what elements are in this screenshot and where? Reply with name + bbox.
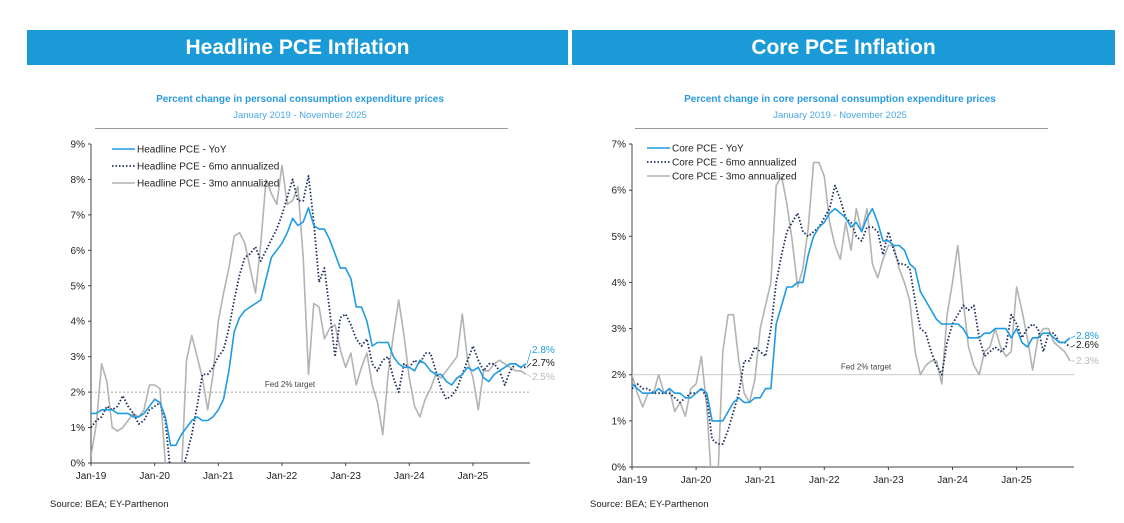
core-title-rule xyxy=(635,128,1048,129)
core-x-tick-label: Jan-19 xyxy=(617,475,648,486)
headline-x-tick-label: Jan-23 xyxy=(330,471,361,482)
headline-x-tick-label: Jan-21 xyxy=(203,471,234,482)
headline-banner: Headline PCE Inflation xyxy=(27,30,568,65)
core-legend-label-3mo: Core PCE - 3mo annualized xyxy=(672,172,797,183)
core-y-tick-label: 3% xyxy=(612,324,627,335)
headline-fed-target-label: Fed 2% target xyxy=(265,380,316,389)
headline-end-label-3mo: 2.5% xyxy=(532,372,555,383)
headline-x-tick-label: Jan-24 xyxy=(394,471,425,482)
headline-x-tick-label: Jan-19 xyxy=(76,471,107,482)
headline-legend-label-3mo: Headline PCE - 3mo annualized xyxy=(137,179,279,190)
headline-y-tick-label: 0% xyxy=(71,459,86,470)
core-end-label-6mo: 2.6% xyxy=(1076,340,1099,351)
headline-series-3mo-line xyxy=(91,164,527,463)
headline-x-tick-label: Jan-22 xyxy=(267,471,298,482)
core-legend-label-yoy: Core PCE - YoY xyxy=(672,144,744,155)
headline-y-tick-label: 6% xyxy=(71,246,86,257)
headline-series-6mo-line xyxy=(91,174,526,463)
core-x-tick-label: Jan-24 xyxy=(937,475,968,486)
core-x-tick-label: Jan-22 xyxy=(809,475,840,486)
headline-end-label-6mo: 2.7% xyxy=(532,358,555,369)
headline-end-label-leader-6mo xyxy=(526,362,532,368)
headline-series-yoy-line xyxy=(91,207,527,447)
core-chart-title: Percent change in core personal consumpt… xyxy=(684,94,996,105)
headline-source: Source: BEA; EY-Parthenon xyxy=(50,499,169,510)
core-legend-label-6mo: Core PCE - 6mo annualized xyxy=(672,158,797,169)
core-x-tick-label: Jan-21 xyxy=(745,475,776,486)
headline-y-tick-label: 7% xyxy=(71,210,86,221)
headline-chart-subtitle: January 2019 - November 2025 xyxy=(233,110,367,121)
core-y-tick-label: 2% xyxy=(612,370,627,381)
core-x-tick-label: Jan-20 xyxy=(681,475,712,486)
core-series-3mo-line xyxy=(632,161,1071,467)
core-end-label-yoy: 2.8% xyxy=(1076,331,1099,342)
headline-legend-label-6mo: Headline PCE - 6mo annualized xyxy=(137,162,279,173)
headline-y-tick-label: 9% xyxy=(71,140,86,151)
core-x-tick-label: Jan-23 xyxy=(873,475,904,486)
headline-y-tick-label: 4% xyxy=(71,317,86,328)
headline-x-tick-label: Jan-20 xyxy=(139,471,170,482)
core-x-tick-label: Jan-25 xyxy=(1001,475,1032,486)
headline-end-label-leader-yoy xyxy=(526,349,532,364)
headline-title-rule xyxy=(95,128,508,129)
core-y-tick-label: 6% xyxy=(612,186,627,197)
core-end-label-3mo: 2.3% xyxy=(1076,356,1099,367)
headline-y-tick-label: 8% xyxy=(71,175,86,186)
headline-y-tick-label: 1% xyxy=(71,423,86,434)
core-series-6mo-line xyxy=(632,184,1071,445)
core-banner: Core PCE Inflation xyxy=(572,30,1115,65)
core-end-label-leader-yoy xyxy=(1070,335,1076,339)
core-fed-target-label: Fed 2% target xyxy=(841,363,892,372)
headline-y-tick-label: 3% xyxy=(71,352,86,363)
core-y-tick-label: 4% xyxy=(612,278,627,289)
headline-end-label-leader-3mo xyxy=(526,374,532,378)
headline-y-tick-label: 2% xyxy=(71,388,86,399)
core-y-tick-label: 7% xyxy=(612,140,627,151)
core-y-tick-label: 1% xyxy=(612,416,627,427)
core-y-tick-label: 0% xyxy=(612,463,627,474)
core-series-yoy-line xyxy=(632,207,1071,422)
headline-legend-label-yoy: Headline PCE - YoY xyxy=(137,145,227,156)
headline-x-tick-label: Jan-25 xyxy=(458,471,489,482)
headline-y-tick-label: 5% xyxy=(71,281,86,292)
headline-chart-title: Percent change in personal consumption e… xyxy=(156,94,444,105)
core-source: Source: BEA; EY-Parthenon xyxy=(590,499,709,510)
core-end-label-leader-6mo xyxy=(1070,344,1076,348)
core-chart-subtitle: January 2019 - November 2025 xyxy=(773,110,907,121)
headline-end-label-yoy: 2.8% xyxy=(532,345,555,356)
core-y-tick-label: 5% xyxy=(612,232,627,243)
